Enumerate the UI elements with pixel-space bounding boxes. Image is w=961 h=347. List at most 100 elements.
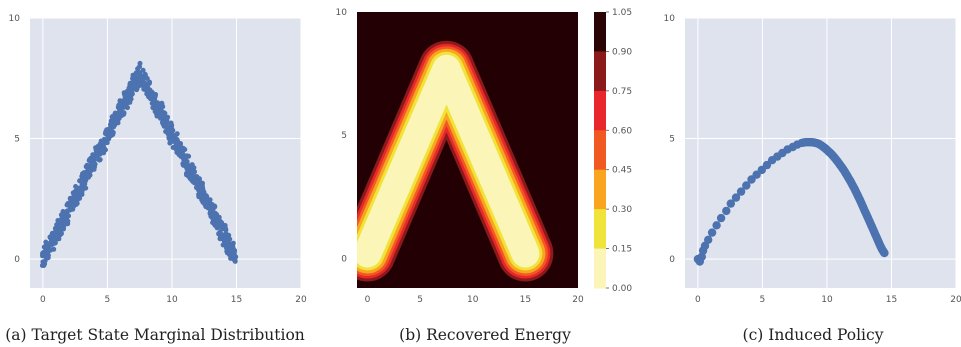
data-point xyxy=(229,250,235,256)
y-tick-label: 5 xyxy=(341,131,347,141)
data-point xyxy=(175,146,181,151)
panel-recovered-energy: 0 5 10 15 20 0 5 10 1.05 0.90 0.75 0.60 0.45 0.30 0.1… xyxy=(336,8,633,344)
data-point xyxy=(77,195,83,201)
x-tick-label: 15 xyxy=(520,295,531,305)
data-point xyxy=(144,82,150,88)
data-point xyxy=(712,221,721,230)
data-point xyxy=(214,225,220,231)
data-point xyxy=(716,213,726,223)
data-point xyxy=(159,100,165,106)
data-point xyxy=(231,257,237,262)
colorbar-tick-label: 0.30 xyxy=(612,205,632,215)
data-point xyxy=(68,202,74,208)
energy-contours xyxy=(357,40,554,282)
data-point xyxy=(880,248,889,258)
data-point xyxy=(141,86,147,92)
data-point xyxy=(736,187,746,196)
data-point xyxy=(119,111,125,117)
data-point xyxy=(209,201,215,207)
data-point xyxy=(138,79,144,85)
data-point xyxy=(86,158,92,164)
data-point xyxy=(147,93,153,99)
x-tick-label: 20 xyxy=(572,295,584,305)
colorbar-segment xyxy=(594,130,606,171)
data-point xyxy=(726,199,735,208)
colorbar-tick-label: 0.60 xyxy=(612,126,632,136)
data-point xyxy=(158,108,164,114)
y-tick-label: 5 xyxy=(669,135,675,145)
data-point xyxy=(203,204,209,210)
scatter-points-c xyxy=(693,138,889,266)
data-point xyxy=(125,105,130,111)
data-point xyxy=(94,150,100,156)
x-tick-label: 0 xyxy=(40,295,46,305)
data-point xyxy=(139,73,144,79)
data-point xyxy=(54,222,60,228)
data-point xyxy=(114,116,120,122)
data-point xyxy=(104,128,110,133)
x-tick-label: 5 xyxy=(105,295,111,305)
data-point xyxy=(207,210,213,216)
tick-labels-c: 0 5 10 15 20 0 5 10 xyxy=(664,14,961,305)
data-point xyxy=(230,242,236,248)
data-point xyxy=(226,241,232,247)
data-point xyxy=(174,137,180,143)
panel-induced-policy: 0 5 10 15 20 0 5 10 (c) Induced Policy xyxy=(664,14,961,344)
data-point xyxy=(122,96,128,102)
data-point xyxy=(142,72,148,78)
data-point xyxy=(222,223,227,229)
colorbar-tick-label: 1.05 xyxy=(612,8,632,18)
data-point xyxy=(189,170,195,176)
y-tick-label: 0 xyxy=(341,254,347,264)
colorbar-tick-label: 0.15 xyxy=(612,245,632,255)
data-point xyxy=(97,157,103,163)
data-point xyxy=(203,200,209,205)
data-point xyxy=(60,209,66,214)
x-tick-label: 10 xyxy=(166,295,178,305)
colorbar-segment xyxy=(594,90,606,131)
y-tick-label: 10 xyxy=(336,8,348,18)
x-tick-label: 20 xyxy=(295,295,307,305)
data-point xyxy=(173,141,179,147)
colorbar-segment xyxy=(594,248,606,289)
data-point xyxy=(158,115,163,121)
colorbar: 1.05 0.90 0.75 0.60 0.45 0.30 0.15 0.00 xyxy=(594,8,632,294)
x-tick-label: 5 xyxy=(417,295,423,305)
data-point xyxy=(47,246,53,252)
colorbar-tick-label: 0.90 xyxy=(612,47,632,57)
data-point xyxy=(133,75,139,81)
tick-labels-b: 0 5 10 15 20 0 5 10 xyxy=(336,8,584,305)
x-tick-label: 0 xyxy=(695,295,701,305)
data-point xyxy=(186,172,191,178)
colorbar-tick-label: 0.00 xyxy=(612,284,632,294)
plot-area-c xyxy=(685,18,956,288)
data-point xyxy=(41,263,47,268)
data-point xyxy=(43,239,49,245)
data-point xyxy=(164,123,170,129)
colorbar-segment xyxy=(594,169,606,210)
colorbar-segment xyxy=(594,51,606,92)
data-point xyxy=(42,258,48,264)
data-point xyxy=(200,184,205,190)
data-point xyxy=(54,235,59,241)
data-point xyxy=(109,114,115,120)
x-tick-label: 10 xyxy=(467,295,479,305)
data-point xyxy=(168,130,174,136)
data-point xyxy=(210,206,216,212)
y-tick-label: 5 xyxy=(14,135,20,145)
data-point xyxy=(110,119,116,125)
data-point xyxy=(137,60,143,66)
data-point xyxy=(183,159,189,165)
data-point xyxy=(191,180,197,186)
scatter-points-a xyxy=(39,60,239,268)
data-point xyxy=(210,215,216,221)
data-point xyxy=(77,190,83,196)
colorbar-segment xyxy=(594,209,606,249)
grid-a xyxy=(30,17,302,288)
data-point xyxy=(214,220,220,225)
panel-target-state-marginal: 0 5 10 15 20 0 5 10 (a) Target State Marginal D… xyxy=(5,14,307,344)
data-point xyxy=(91,166,97,172)
data-point xyxy=(84,162,90,168)
data-point xyxy=(179,154,185,160)
